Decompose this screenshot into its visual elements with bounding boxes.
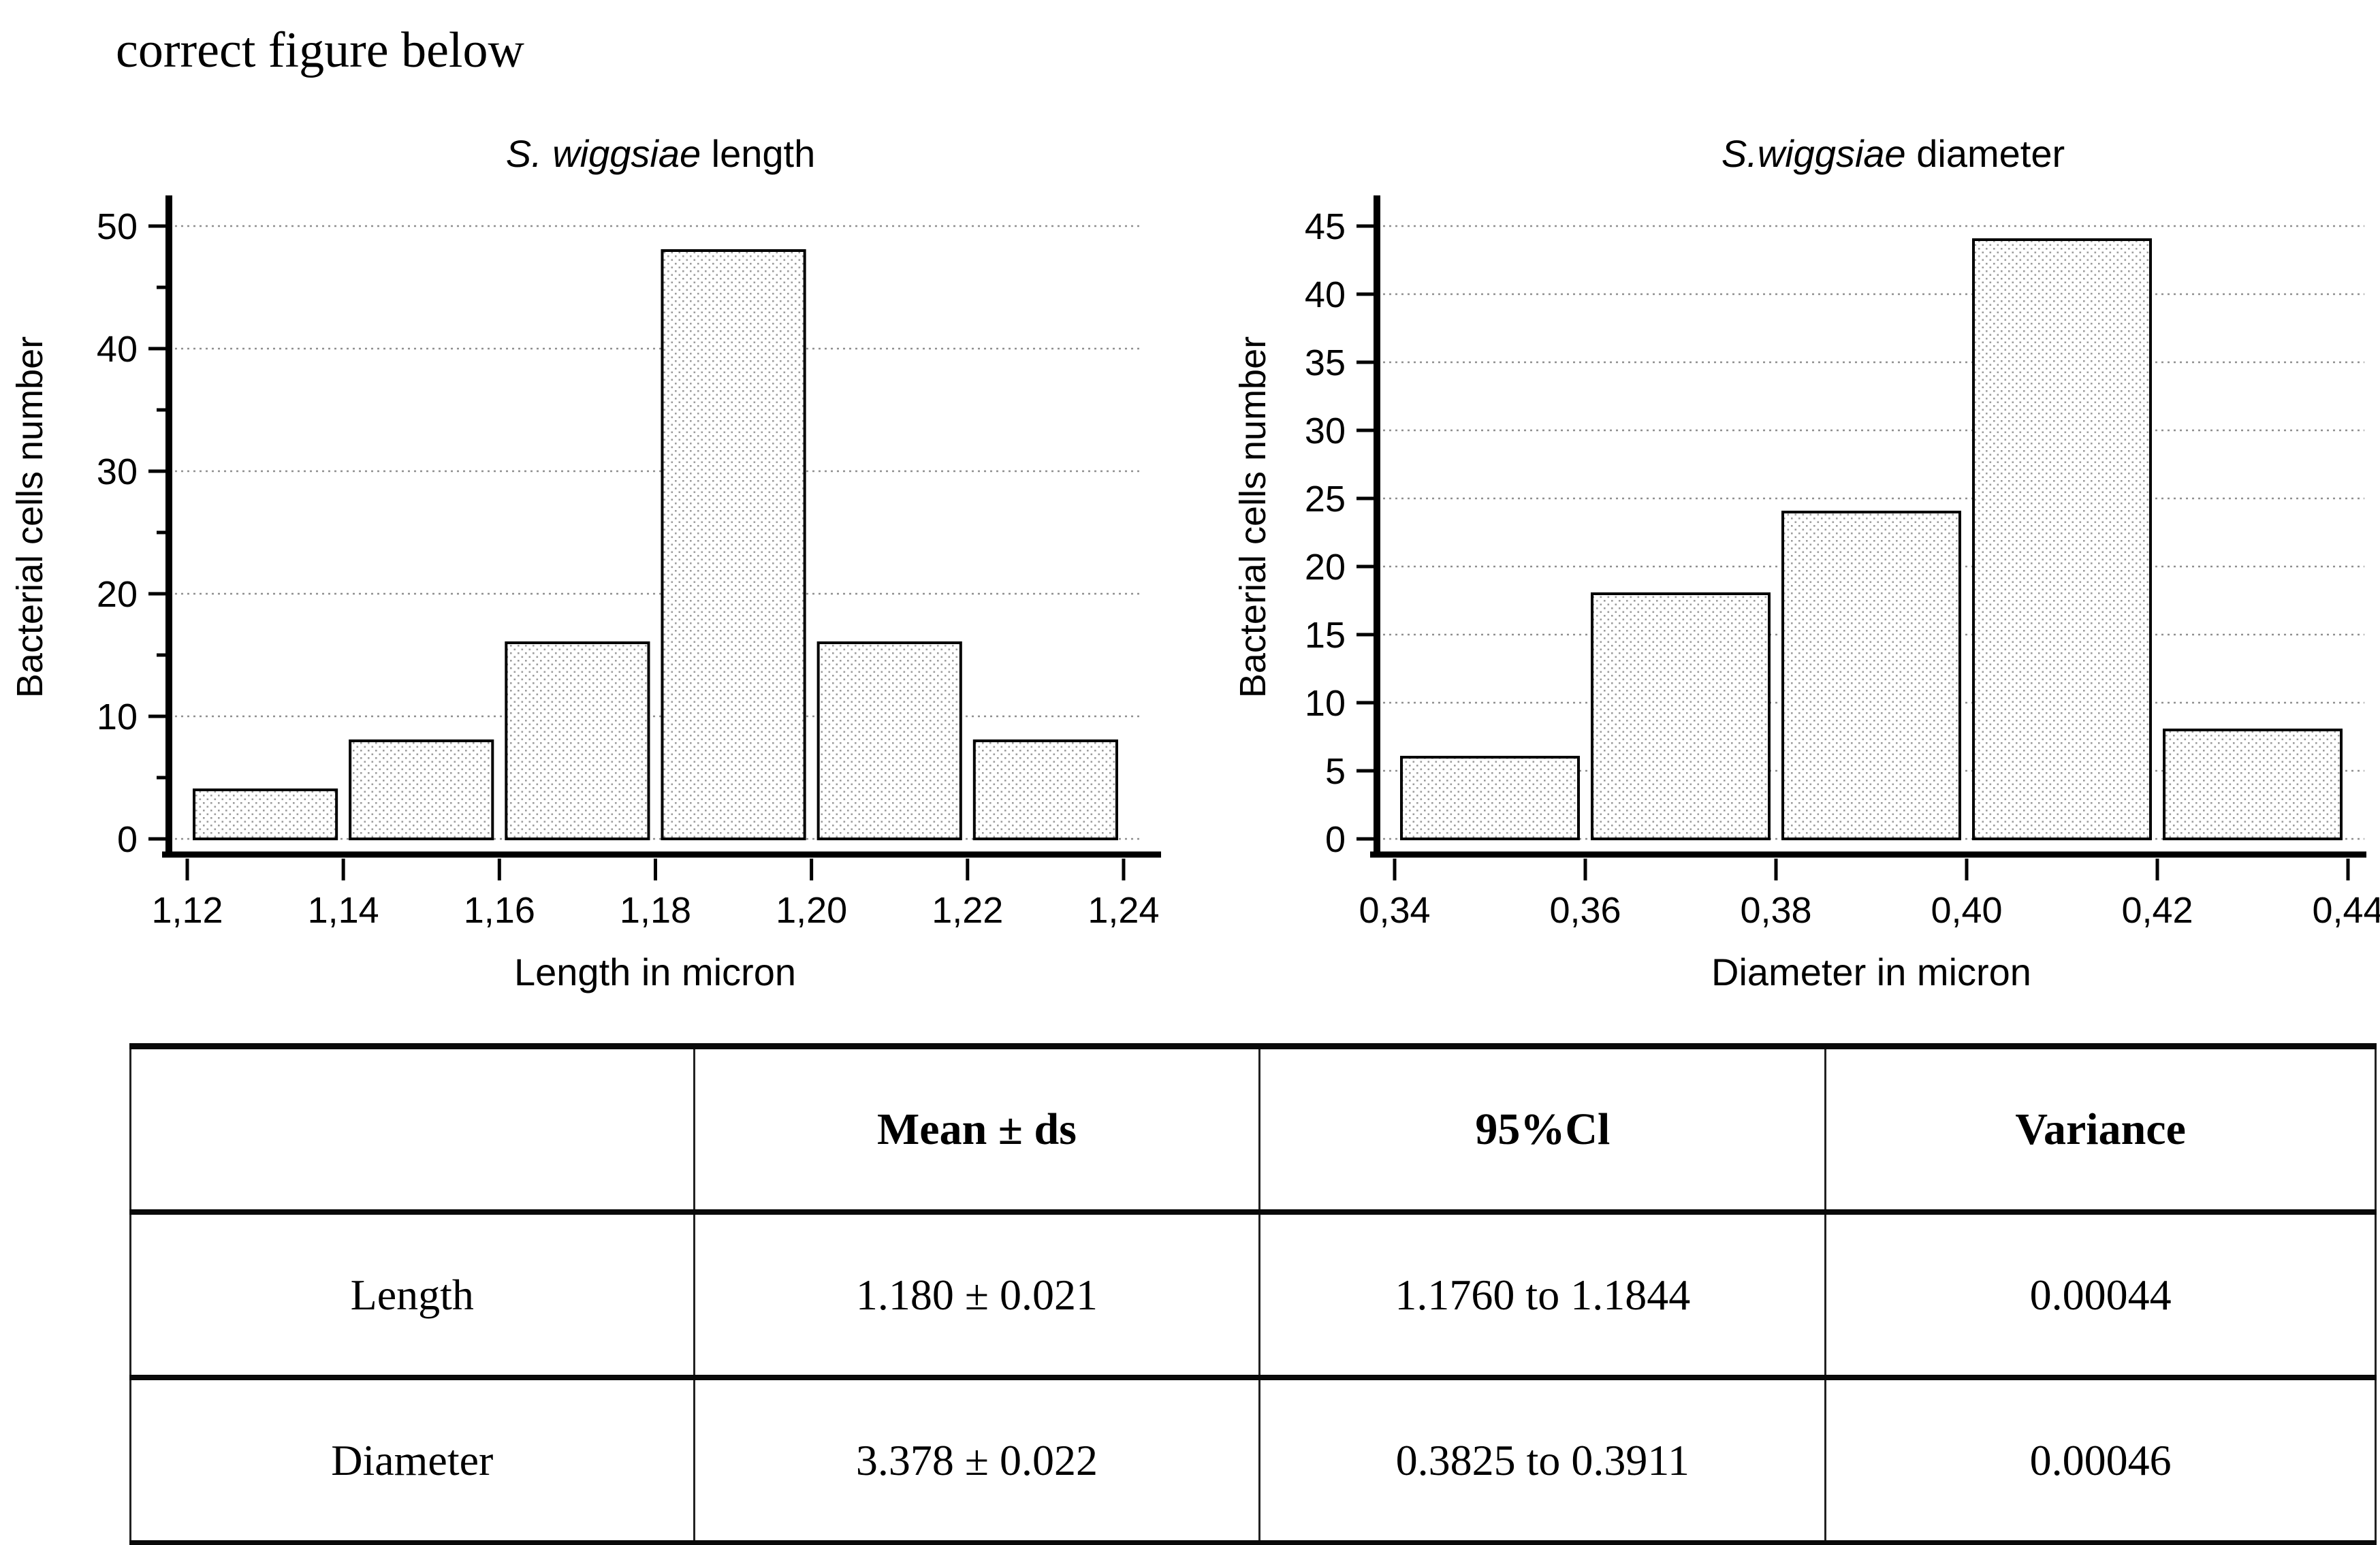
histogram-bar	[816, 641, 962, 840]
y-tick-label: 35	[1305, 343, 1346, 383]
y-axis-title: Bacterial cells number	[10, 336, 50, 698]
x-tick-label: 1,24	[1088, 890, 1159, 931]
table-header-empty	[129, 1046, 695, 1212]
x-tick-label: 1,22	[932, 890, 1003, 931]
y-tick-label: 15	[1305, 615, 1346, 656]
chart-title: S. wiggsiae length	[506, 132, 816, 175]
diameter-histogram: 0 5 10 15 20 25 30 35 40 45 0,34 0,36 0,38 0,40 0,42 0,…	[1233, 132, 2380, 993]
table-cell: 3.378 ± 0.022	[693, 1377, 1261, 1544]
table-cell: 0.00046	[1824, 1377, 2377, 1544]
y-tick-label: 0	[117, 819, 138, 860]
x-tick-label: 0,36	[1549, 890, 1621, 931]
x-axis-title: Length in micron	[514, 951, 796, 993]
table-row-length: Length 1.180 ± 0.021 1.1760 to 1.1844 0.…	[129, 1212, 2377, 1377]
y-tick-label: 40	[1305, 274, 1346, 315]
length-histogram: 0 10 20 30 40 50 1,12 1,14 1,16 1,18 1,20 1,22 1,24 L…	[10, 132, 1161, 993]
histogram-bar	[661, 249, 806, 840]
y-tick-label: 0	[1325, 819, 1346, 860]
x-tick-label: 0,40	[1931, 890, 2002, 931]
x-tick-label: 1,20	[776, 890, 847, 931]
histogram-bar	[349, 739, 494, 840]
y-tick-label: 20	[97, 574, 138, 615]
histogram-bar	[972, 739, 1118, 840]
table-cell: 0.3825 to 0.3911	[1258, 1377, 1827, 1544]
y-tick-label: 50	[97, 206, 138, 247]
page-heading: correct figure below	[116, 22, 524, 78]
histogram-bar	[2163, 729, 2343, 840]
histogram-bar	[505, 641, 650, 840]
histogram-bar	[1400, 756, 1580, 840]
x-tick-label: 0,44	[2312, 890, 2380, 931]
histogram-bar	[1781, 511, 1961, 840]
histogram-bar	[1972, 238, 2152, 840]
table-cell: 1.180 ± 0.021	[693, 1212, 1261, 1377]
chart-title: S.wiggsiae diameter	[1721, 132, 2065, 175]
y-tick-label: 45	[1305, 206, 1346, 247]
y-tick-label: 25	[1305, 479, 1346, 520]
histogram-bar	[1591, 592, 1771, 840]
table-header-row: Mean ± ds 95%Cl Variance	[129, 1046, 2377, 1212]
y-tick-label: 20	[1305, 547, 1346, 588]
x-tick-label: 1,14	[308, 890, 379, 931]
table-cell: Diameter	[129, 1377, 695, 1544]
y-axis-title: Bacterial cells number	[1233, 336, 1273, 698]
table-header-ci: 95%Cl	[1258, 1046, 1827, 1212]
table-header-mean: Mean ± ds	[693, 1046, 1261, 1212]
x-axis-title: Diameter in micron	[1711, 951, 2031, 993]
statistics-table: Mean ± ds 95%Cl Variance Length 1.180 ± …	[129, 1043, 2377, 1545]
y-tick-label: 10	[97, 697, 138, 737]
y-tick-label: 40	[97, 329, 138, 370]
y-tick-label: 10	[1305, 683, 1346, 724]
y-tick-label: 30	[1305, 411, 1346, 451]
histogram-bar	[193, 789, 338, 840]
x-tick-label: 0,34	[1359, 890, 1430, 931]
y-tick-label: 5	[1325, 751, 1346, 792]
table-cell: Length	[129, 1212, 695, 1377]
x-tick-label: 0,42	[2121, 890, 2193, 931]
x-tick-label: 1,12	[151, 890, 223, 931]
table-row-diameter: Diameter 3.378 ± 0.022 0.3825 to 0.3911 …	[129, 1377, 2377, 1544]
y-tick-label: 30	[97, 451, 138, 492]
x-tick-label: 1,16	[464, 890, 535, 931]
table-cell: 1.1760 to 1.1844	[1258, 1212, 1827, 1377]
x-tick-label: 1,18	[620, 890, 691, 931]
table-cell: 0.00044	[1824, 1212, 2377, 1377]
table-header-variance: Variance	[1824, 1046, 2377, 1212]
x-tick-label: 0,38	[1740, 890, 1811, 931]
